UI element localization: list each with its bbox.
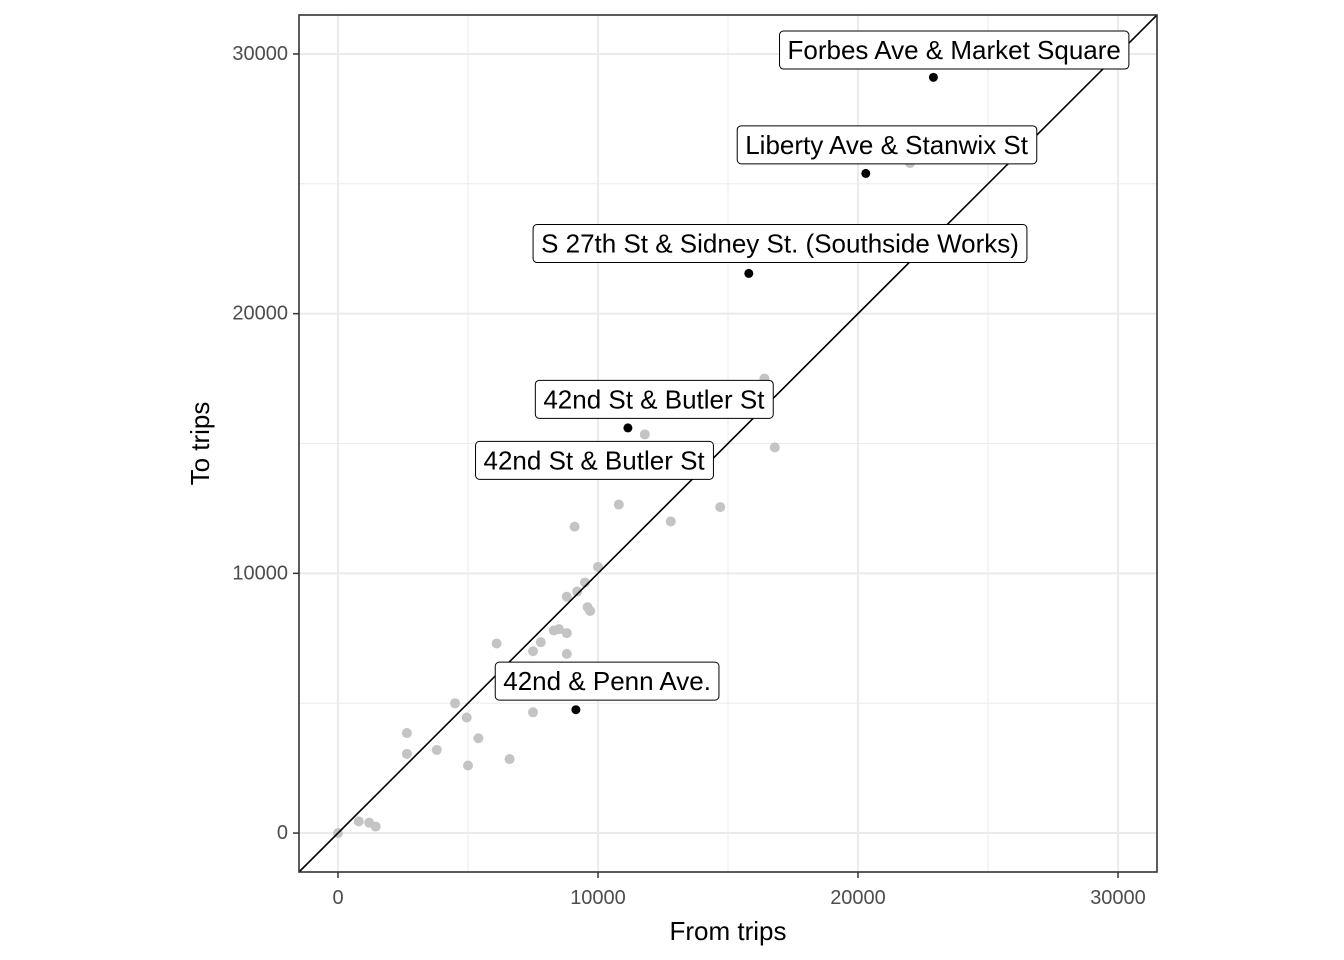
background-point [353, 816, 364, 827]
background-point [473, 733, 484, 744]
station-label-box [779, 30, 1130, 70]
station-label: 42nd St & Butler St [534, 379, 774, 419]
background-point [463, 760, 473, 771]
background-point [585, 606, 596, 617]
highlighted-station-point [744, 268, 754, 278]
y-axis-title: To trips [185, 402, 215, 486]
station-label: Liberty Ave & Stanwix St [736, 125, 1038, 165]
x-tick-label: 10000 [570, 887, 626, 909]
station-label-text: 42nd & Penn Ave. [503, 666, 711, 696]
background-point [561, 648, 572, 659]
background-point [554, 624, 564, 635]
background-point [528, 707, 538, 718]
point-labels: Forbes Ave & Market Square Liberty Ave & … [475, 30, 1130, 701]
background-point [528, 646, 538, 657]
highlighted-station-point [928, 72, 938, 82]
station-label: 42nd St & Butler St [475, 440, 714, 480]
station-label-box [534, 379, 774, 419]
station-label: Forbes Ave & Market Square [779, 30, 1130, 70]
y-tick-label: 10000 [232, 562, 288, 584]
background-point [769, 442, 780, 453]
station-label-text: 42nd St & Butler St [484, 445, 706, 475]
background-point [561, 628, 572, 639]
station-label-box [532, 224, 1028, 264]
panel-border [298, 14, 1158, 873]
y-tick-label: 30000 [232, 43, 288, 65]
x-tick-label: 0 [332, 887, 343, 909]
background-point [613, 499, 624, 510]
station-label-text: S 27th St & Sidney St. (Southside Works) [541, 229, 1019, 259]
station-label-text: Liberty Ave & Stanwix St [745, 130, 1029, 160]
background-point [504, 754, 515, 765]
x-axis-title: From trips [670, 916, 787, 946]
background-point [535, 637, 546, 648]
station-label-text: Forbes Ave & Market Square [788, 35, 1121, 65]
station-label-box [736, 125, 1038, 165]
background-point [665, 516, 676, 527]
station-label-box [494, 661, 720, 701]
background-point [450, 698, 460, 709]
background-point [491, 638, 502, 649]
background-point [561, 591, 572, 602]
background-point [401, 748, 412, 759]
background-point [569, 521, 580, 532]
background-point [461, 712, 472, 723]
background-point [431, 744, 442, 755]
background-point [639, 429, 650, 440]
y-tick-label: 0 [277, 822, 288, 844]
station-label: 42nd & Penn Ave. [494, 661, 720, 701]
y-tick-label: 20000 [232, 303, 288, 325]
x-tick-label: 20000 [830, 887, 886, 909]
station-label-box [475, 440, 714, 480]
background-point [370, 821, 381, 832]
background-point [401, 728, 412, 739]
highlighted-station-point [623, 423, 633, 433]
background-point [572, 586, 583, 597]
background-point [593, 561, 603, 572]
station-label: S 27th St & Sidney St. (Southside Works) [532, 224, 1028, 264]
station-label-text: 42nd St & Butler St [543, 384, 765, 414]
highlighted-station-point [861, 168, 871, 178]
x-tick-label: 30000 [1090, 887, 1146, 909]
axis-ticks: 0 10000 20000 30000 0 10000 20000 30000 [232, 43, 1145, 909]
background-point [715, 502, 726, 513]
highlighted-station-point [571, 705, 581, 715]
